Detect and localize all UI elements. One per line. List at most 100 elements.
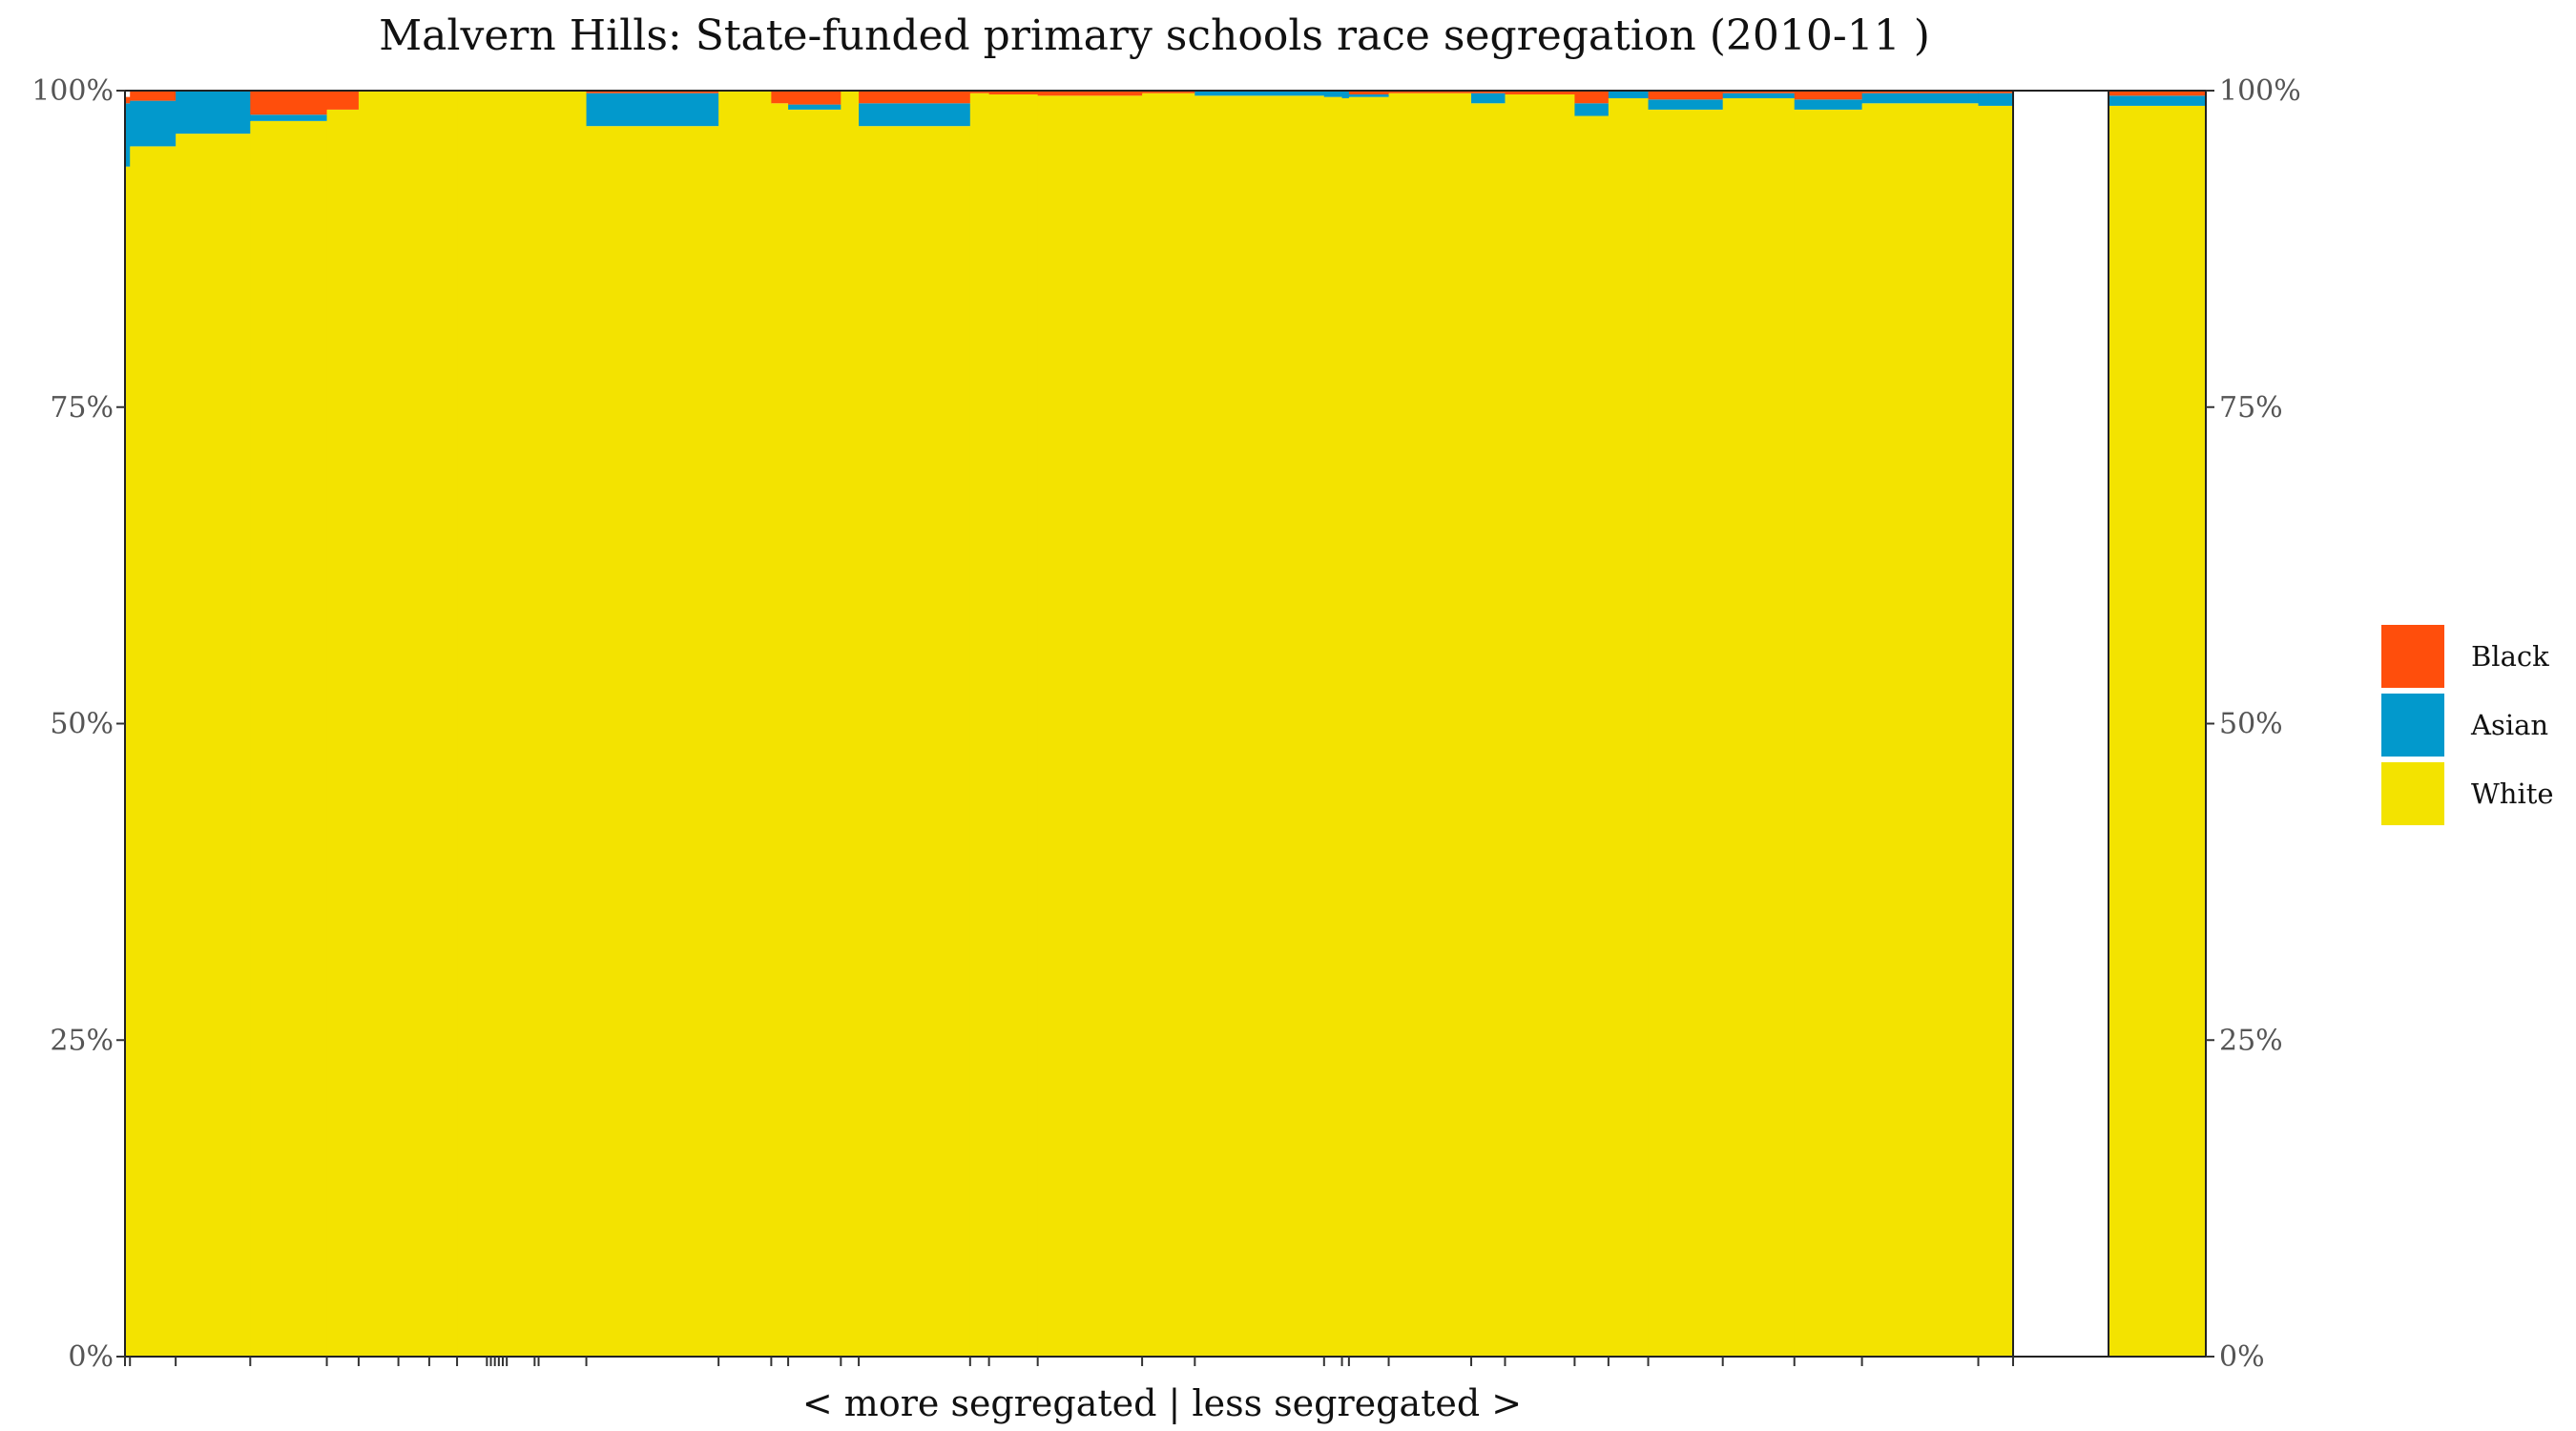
bar-segment-white	[503, 91, 508, 1357]
bar-segment-white	[969, 93, 990, 1357]
gap-frame	[2012, 90, 2109, 1358]
school-bar	[1861, 91, 1980, 1357]
school-bar	[125, 96, 131, 1357]
school-bar	[534, 91, 540, 1357]
school-bar	[1471, 91, 1506, 1357]
bar-segment-black	[130, 91, 177, 101]
y-tick-label-left: 0%	[68, 1340, 114, 1374]
chart-title: Malvern Hills: State-funded primary scho…	[379, 11, 1930, 60]
x-axis-label: < more segregated | less segregated >	[802, 1382, 1522, 1424]
bar-segment-asian	[130, 100, 177, 147]
legend-swatch	[2381, 762, 2444, 825]
bar-segment-asian	[1861, 93, 1980, 104]
bar-segment-black	[988, 91, 1039, 94]
school-bar	[428, 91, 458, 1357]
bar-segment-white	[1608, 97, 1650, 1357]
legend: Black Asian White	[2381, 625, 2554, 825]
bar-segment-white	[457, 91, 488, 1357]
bar-segment-white	[1978, 105, 2014, 1358]
school-bar	[1323, 91, 1343, 1357]
school-bar	[988, 91, 1039, 1358]
school-bar	[841, 91, 860, 1357]
bar-segment-white	[1142, 93, 1195, 1357]
bar-segment-white	[859, 126, 971, 1357]
bar-segment-black	[1978, 91, 2014, 93]
bar-segment-asian	[1794, 99, 1863, 110]
bar-segment-white	[250, 120, 328, 1357]
bar-segment-white	[428, 91, 458, 1357]
bar-segment-black	[1648, 91, 1724, 100]
bar-segment-white	[1794, 109, 1863, 1357]
bar-segment-black	[1037, 91, 1143, 96]
bar-segment-asian	[586, 93, 719, 127]
bar-segment-asian	[1574, 103, 1610, 116]
bar-segment-black	[788, 91, 841, 105]
bar-segment-black	[1142, 91, 1195, 93]
y-tick-label-left: 25%	[50, 1024, 114, 1057]
school-bar	[487, 91, 492, 1357]
bar-segment-asian	[1978, 93, 2014, 106]
bar-segment-white	[494, 91, 500, 1357]
bar-segment-white	[176, 134, 251, 1357]
school-bar	[859, 91, 971, 1357]
bar-segment-white	[1348, 96, 1390, 1357]
school-bar	[771, 91, 789, 1357]
school-bar	[507, 91, 535, 1357]
bar-segment-white	[1574, 115, 1610, 1357]
school-bar	[538, 91, 588, 1357]
legend-label: Asian	[2470, 709, 2548, 741]
bar-segment-black	[1471, 91, 1506, 93]
bar-segment-white	[326, 109, 360, 1357]
bar-segment-white	[398, 91, 430, 1357]
bar-segment-white	[490, 91, 496, 1357]
school-bar	[969, 91, 990, 1357]
bar-segment-black	[1574, 91, 1610, 104]
school-bar	[358, 91, 400, 1357]
bar-segment-black	[771, 91, 789, 104]
bar-segment-white	[788, 109, 841, 1357]
bar-segment-black	[1722, 91, 1796, 93]
y-tick-label-left: 75%	[50, 391, 114, 425]
school-bar	[250, 91, 328, 1357]
bar-segment-white	[1341, 97, 1350, 1357]
bar-segment-asian	[1722, 93, 1796, 98]
school-bar	[1505, 91, 1576, 1358]
bar-segment-asian	[1341, 91, 1350, 98]
y-tick-label-right: 50%	[2219, 708, 2283, 741]
bar-segment-black	[1388, 91, 1472, 93]
overall-segment-asian	[2109, 95, 2206, 106]
overall-bar	[2109, 91, 2206, 1358]
school-bar	[718, 91, 772, 1357]
bar-segment-asian	[125, 103, 131, 167]
bar-segment-white	[586, 126, 719, 1357]
legend-label: Black	[2471, 640, 2549, 673]
bar-segment-white	[1323, 96, 1343, 1357]
bar-segment-black	[250, 91, 328, 115]
axes: 0% 0% 25% 25% 50% 50% 75% 75% 100% 100%	[31, 74, 2301, 1374]
school-bar	[398, 91, 430, 1357]
school-bar	[788, 91, 841, 1357]
school-bars	[125, 91, 2014, 1358]
school-bar	[1348, 91, 1390, 1357]
bar-segment-black	[125, 96, 131, 104]
y-tick-label-right: 100%	[2219, 74, 2301, 108]
overall-segment-white	[2109, 105, 2206, 1358]
bar-segment-white	[1648, 109, 1724, 1357]
legend-label: White	[2471, 778, 2554, 810]
bar-segment-black	[1794, 91, 1863, 100]
bar-segment-asian	[788, 104, 841, 110]
bar-segment-white	[130, 146, 177, 1358]
school-bar	[1978, 91, 2014, 1358]
y-tick-label-left: 100%	[31, 74, 114, 108]
bar-segment-asian	[1608, 91, 1650, 98]
y-tick-label-right: 75%	[2219, 391, 2283, 425]
bar-segment-black	[1348, 91, 1390, 94]
legend-swatch	[2381, 694, 2444, 757]
school-bar	[498, 91, 504, 1357]
bar-segment-asian	[859, 103, 971, 127]
bar-segment-white	[538, 91, 588, 1357]
school-bar	[457, 91, 488, 1357]
bar-segment-black	[859, 91, 971, 104]
bar-segment-black	[1861, 91, 1980, 93]
